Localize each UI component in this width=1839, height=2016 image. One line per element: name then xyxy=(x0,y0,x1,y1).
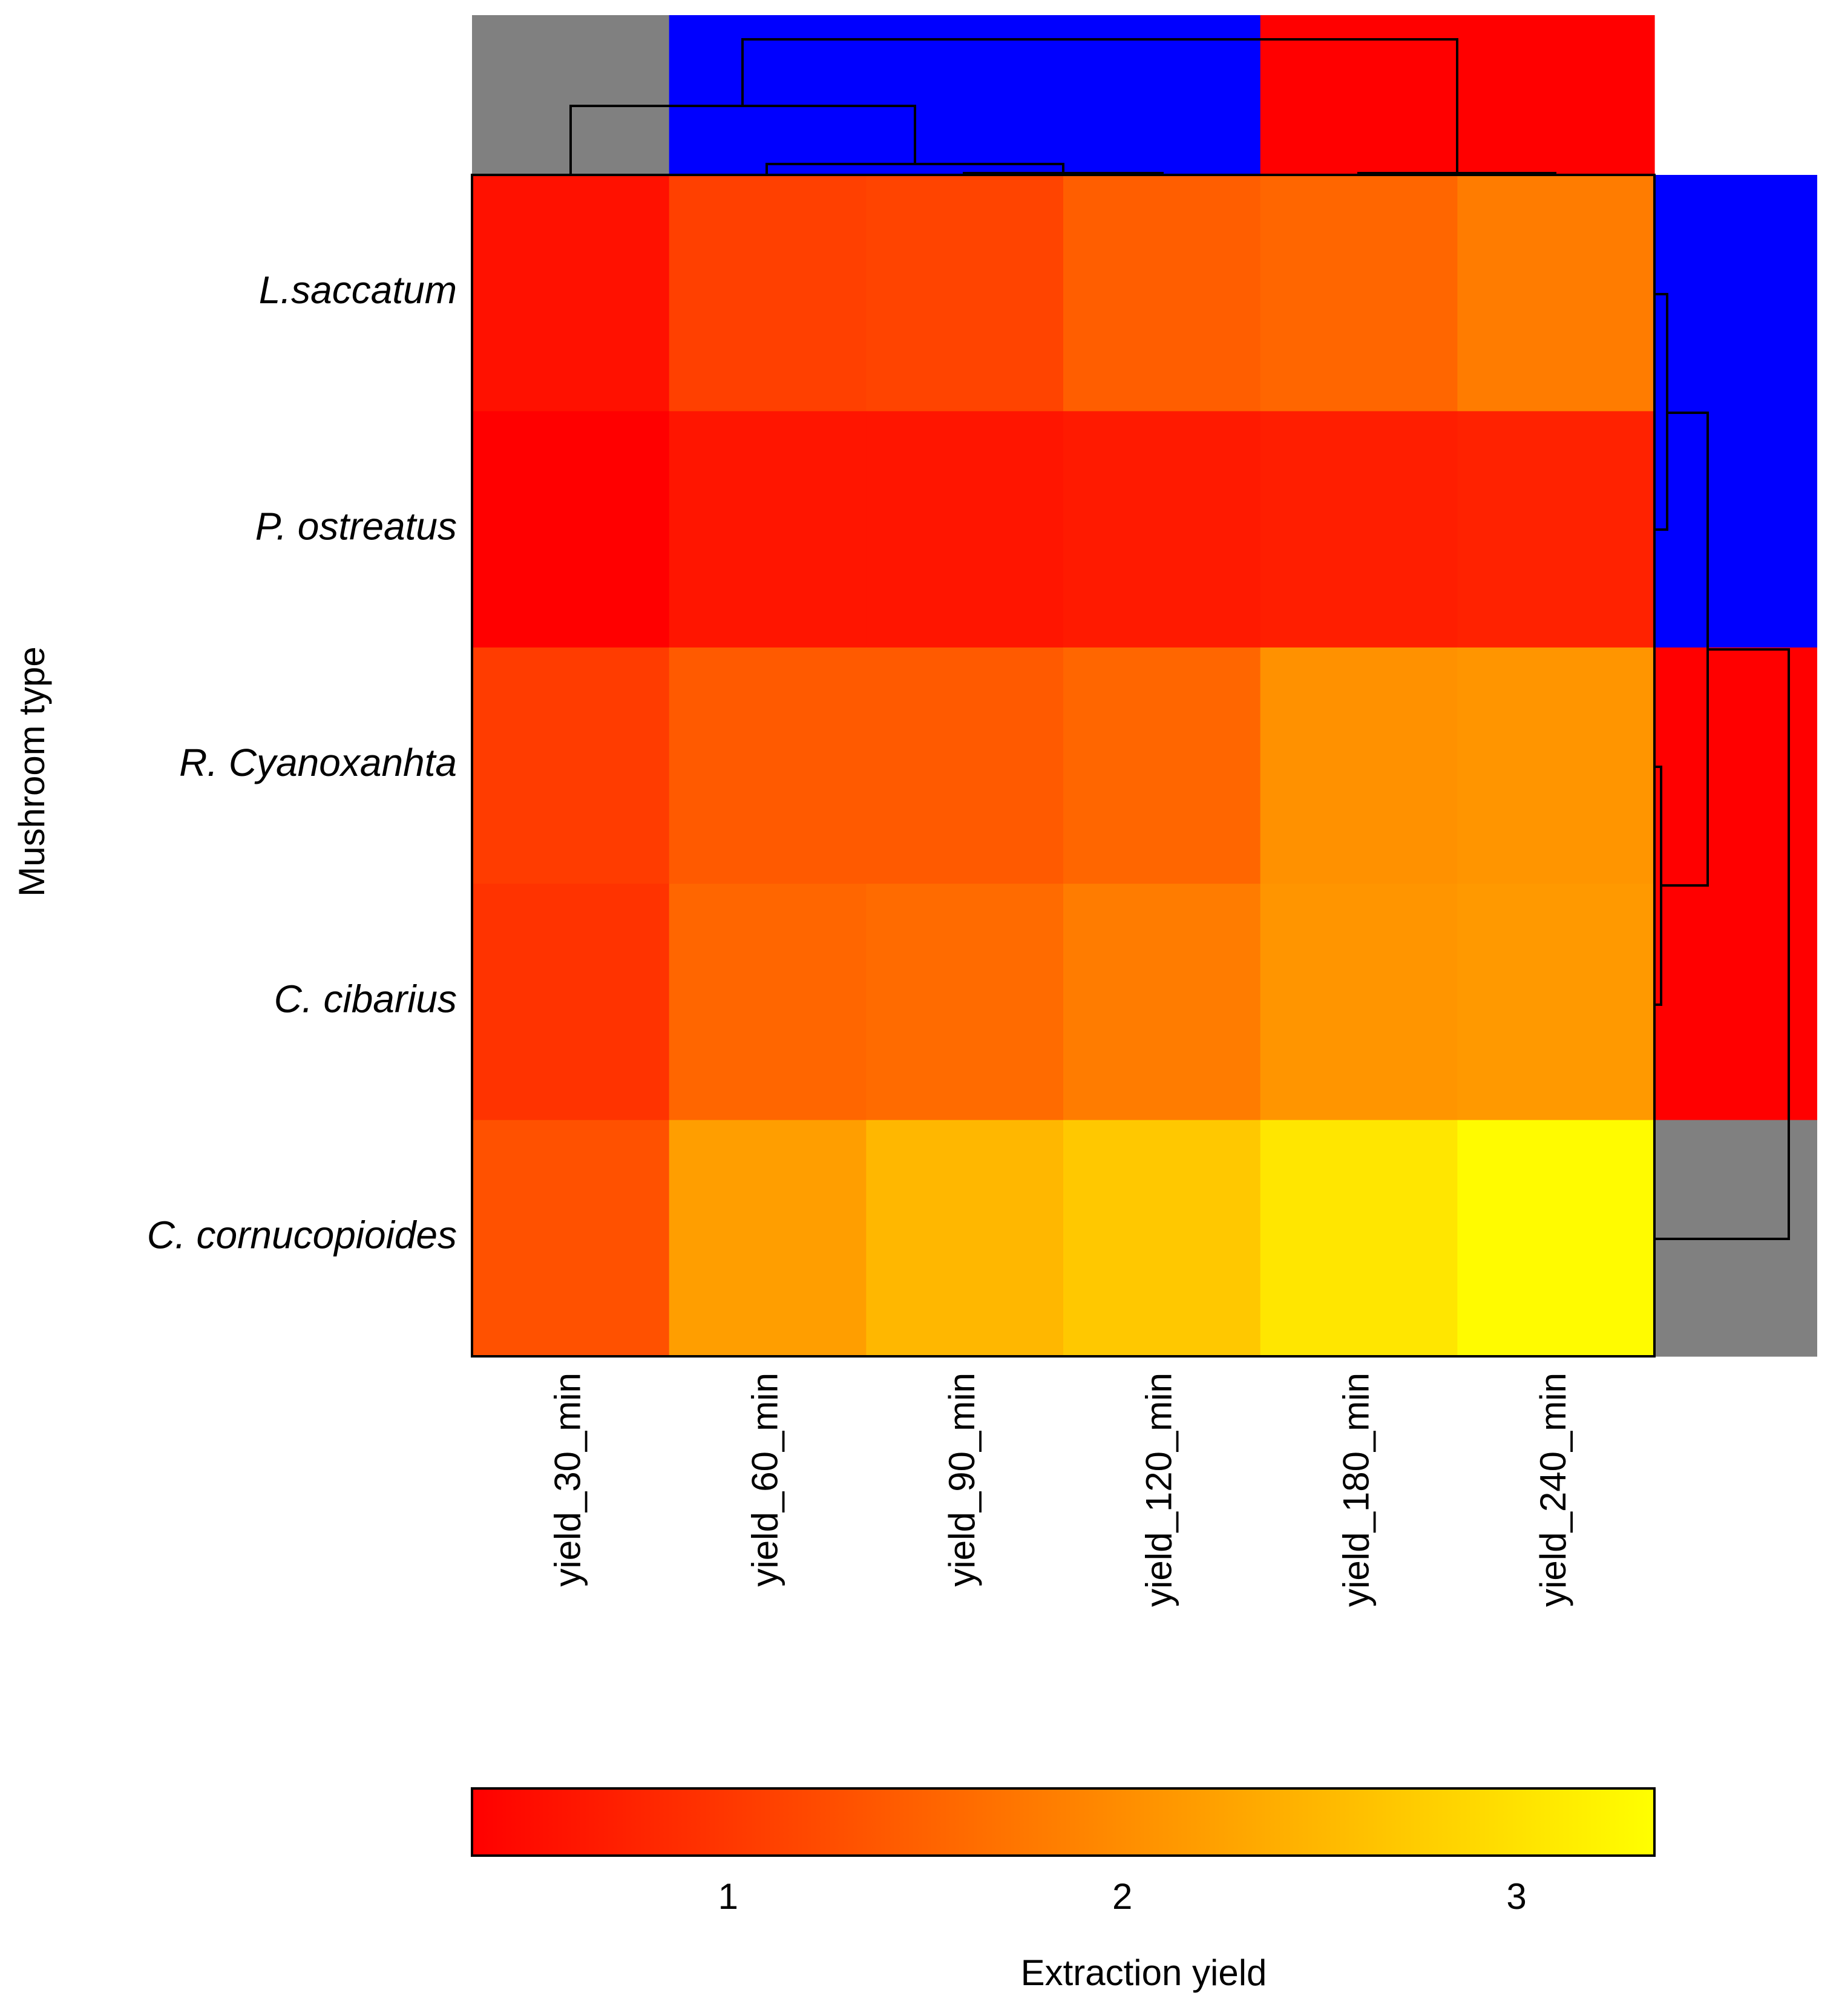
column-label: yield_90_min xyxy=(942,1373,982,1587)
row-label: C. cibarius xyxy=(274,977,457,1020)
column-cluster-block xyxy=(866,15,1064,175)
row-labels: L.saccatum P. ostreatus R. Cyanoxanhta C. c… xyxy=(147,268,457,1257)
heatmap-cell xyxy=(1260,884,1458,1121)
heatmap-cell xyxy=(1260,411,1458,648)
column-label: yield_240_min xyxy=(1533,1373,1573,1607)
row-cluster-block xyxy=(1654,884,1817,1121)
row-label: C. cornucopioides xyxy=(147,1213,457,1257)
colorbar-tick-label: 3 xyxy=(1506,1876,1526,1917)
heatmap-cell xyxy=(1260,1120,1458,1357)
heatmap-cell xyxy=(866,175,1064,412)
colorbar-tick-label: 2 xyxy=(1112,1876,1132,1917)
row-cluster-block xyxy=(1654,411,1817,648)
column-cluster-block xyxy=(669,15,867,175)
heatmap-cell xyxy=(1457,647,1655,884)
colorbar-title: Extraction yield xyxy=(1021,1952,1267,1993)
heatmap-cell xyxy=(1457,884,1655,1121)
heatmap-cell xyxy=(1457,175,1655,412)
heatmap-cell xyxy=(866,1120,1064,1357)
heatmap-cell xyxy=(866,647,1064,884)
heatmap-cell xyxy=(669,175,867,412)
colorbar xyxy=(471,1787,1656,1857)
column-cluster-block xyxy=(1063,15,1261,175)
row-dendrogram xyxy=(1654,293,1790,1240)
heatmap-cell xyxy=(472,175,670,412)
column-cluster-block xyxy=(1457,15,1655,175)
heatmap-cell xyxy=(1063,411,1261,648)
column-label: yield_30_min xyxy=(548,1373,588,1587)
heatmap-cell xyxy=(866,884,1064,1121)
column-labels: yield_30_min yield_60_min yield_90_min yiel… xyxy=(548,1373,1573,1607)
heatmap-cell xyxy=(472,1120,670,1357)
row-cluster-bar xyxy=(1654,175,1817,1357)
heatmap-cell xyxy=(669,884,867,1121)
heatmap-cell xyxy=(472,884,670,1121)
heatmap-cell xyxy=(472,647,670,884)
row-label: L.saccatum xyxy=(259,268,457,312)
heatmap-cell xyxy=(669,1120,867,1357)
row-label: R. Cyanoxanhta xyxy=(179,741,457,784)
heatmap-cell xyxy=(1457,1120,1655,1357)
heatmap-cell xyxy=(866,411,1064,648)
heatmap-cell xyxy=(1063,175,1261,412)
heatmap-cell xyxy=(669,647,867,884)
column-cluster-bar xyxy=(472,15,1655,175)
colorbar-ticks: 1 2 3 xyxy=(718,1876,1527,1917)
heatmap-cell xyxy=(1260,647,1458,884)
col-dendro-link-root xyxy=(741,38,1458,173)
heatmap-cells xyxy=(472,175,1655,1357)
column-label: yield_120_min xyxy=(1139,1373,1179,1607)
colorbar-tick-label: 1 xyxy=(718,1876,738,1917)
heatmap-cell xyxy=(669,411,867,648)
row-label: P. ostreatus xyxy=(255,505,457,548)
column-cluster-block xyxy=(1260,15,1458,175)
column-label: yield_180_min xyxy=(1336,1373,1376,1607)
heatmap-cell xyxy=(1063,647,1261,884)
heatmap-cell xyxy=(1063,1120,1261,1357)
heatmap-cell xyxy=(1260,175,1458,412)
row-dendro-link-root xyxy=(1654,648,1790,1240)
heatmap-cell xyxy=(1457,411,1655,648)
column-label: yield_60_min xyxy=(744,1373,785,1587)
heatmap-cell xyxy=(1063,884,1261,1121)
row-cluster-block xyxy=(1654,647,1817,884)
row-cluster-block xyxy=(1654,175,1817,412)
y-axis-title: Mushroom type xyxy=(11,646,52,897)
column-dendrogram xyxy=(569,38,1556,175)
heatmap-cell xyxy=(472,411,670,648)
